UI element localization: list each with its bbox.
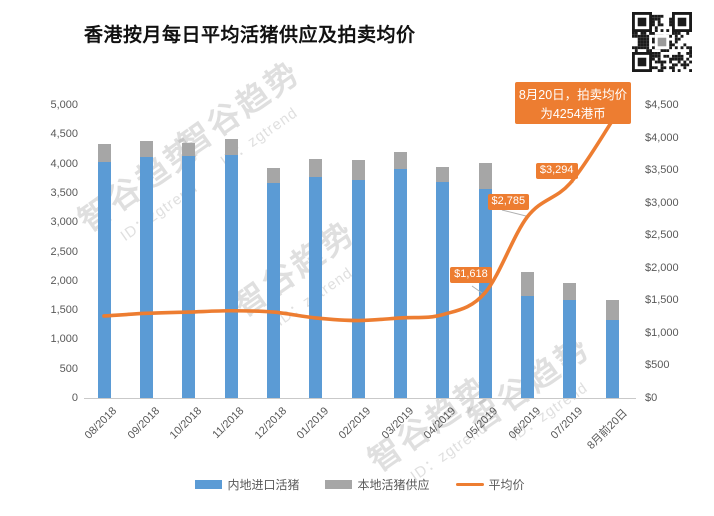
price-callout: 8月20日，拍卖均价 为4254港币 [515, 82, 631, 124]
legend-item: 本地活猪供应 [325, 476, 430, 493]
bar-mainland-segment [393, 168, 407, 398]
watermark-id-text: ID：zgtrend [117, 179, 202, 245]
x-axis-label: 03/2019 [379, 405, 416, 442]
bar-mainland-segment [97, 161, 111, 398]
y-axis-tick-right: $500 [645, 359, 670, 372]
y-axis-tick-left: 3,500 [50, 186, 78, 199]
bar-mainland-segment [351, 180, 365, 398]
label-leader-line [570, 177, 574, 184]
bar-mainland-segment [309, 177, 323, 398]
qr-code-pattern [632, 12, 692, 72]
price-data-label: $2,785 [487, 193, 530, 210]
legend-bar-swatch-icon [195, 480, 223, 489]
label-leader-line [501, 209, 527, 217]
x-axis-label: 05/2019 [464, 405, 501, 442]
legend-item: 内地进口活猪 [195, 476, 299, 493]
x-axis-label: 07/2019 [548, 405, 586, 442]
y-axis-tick-left: 1,000 [50, 333, 78, 346]
y-axis-tick-left: 3,000 [50, 216, 78, 229]
legend-line-swatch-icon [455, 483, 484, 486]
bar-local-segment [605, 299, 619, 321]
bar-local-segment [224, 138, 238, 156]
x-axis-label: 02/2019 [336, 405, 374, 442]
y-axis-tick-left: 1,500 [50, 304, 78, 317]
bar-local-segment [309, 158, 323, 178]
legend-item: 平均价 [455, 476, 525, 493]
bar-local-segment [266, 167, 280, 183]
bar-mainland-segment [521, 296, 534, 398]
y-axis-tick-left: 4,500 [50, 128, 78, 141]
y-axis-tick-right: $1,500 [645, 294, 679, 307]
bar-mainland-segment [266, 182, 280, 398]
y-axis-tick-right: $0 [645, 392, 658, 404]
price-data-label: $1,618 [450, 266, 492, 283]
bar-mainland-segment [605, 320, 619, 398]
bar-mainland-segment [563, 299, 577, 398]
bar-mainland-segment [478, 188, 492, 398]
x-axis-label: 10/2018 [167, 405, 205, 442]
bar-local-segment [563, 283, 577, 300]
y-axis-tick-left: 5,000 [50, 99, 78, 111]
bar-local-segment [436, 166, 450, 182]
callout-line2: 为4254港币 [540, 107, 606, 121]
bar-mainland-segment [182, 155, 196, 398]
x-axis-label: 09/2018 [125, 405, 162, 442]
bar-local-segment [139, 141, 153, 158]
callout-line1: 8月20日，拍卖均价 [518, 88, 628, 102]
bar-local-segment [182, 143, 196, 156]
watermark-id-text: ID：zgtrend [217, 104, 302, 170]
y-axis-tick-left: 2,000 [50, 274, 78, 287]
y-axis-tick-right: $2,000 [645, 261, 679, 274]
x-axis-label: 12/2018 [252, 405, 289, 442]
y-axis-tick-right: $2,500 [645, 229, 679, 242]
y-axis-tick-left: 2,500 [50, 245, 78, 258]
y-axis-tick-left: 0 [71, 392, 78, 404]
y-axis-tick-right: $3,500 [645, 164, 679, 177]
y-axis-tick-right: $4,000 [645, 131, 679, 144]
y-axis-tick-right: $1,000 [645, 326, 679, 339]
qr-code-icon [632, 12, 692, 72]
bar-local-segment [521, 272, 534, 297]
x-axis-label: 08/2018 [82, 405, 120, 442]
x-axis-line [84, 398, 636, 399]
legend-label: 本地活猪供应 [357, 478, 430, 492]
x-axis-label: 04/2019 [421, 405, 459, 442]
legend-label: 平均价 [488, 478, 525, 492]
price-data-label: $3,294 [535, 162, 578, 179]
y-axis-tick-left: 4,000 [50, 157, 78, 170]
y-axis-tick-right: $3,000 [645, 196, 679, 209]
watermark-text: 智谷趋势 [226, 213, 363, 324]
bar-local-segment [393, 151, 407, 169]
bar-local-segment [97, 144, 111, 162]
legend-bar-swatch-icon [325, 480, 353, 489]
x-axis-label: 01/2019 [294, 405, 332, 442]
y-axis-tick-right: $4,500 [645, 99, 679, 111]
x-axis-label: 06/2019 [506, 405, 543, 442]
bar-local-segment [351, 160, 365, 180]
legend: 内地进口活猪 本地活猪供应 平均价 [84, 476, 636, 493]
bar-mainland-segment [139, 157, 153, 398]
x-axis-label: 8月前20日 [585, 407, 630, 452]
x-axis-label: 11/2018 [210, 405, 247, 442]
legend-label: 内地进口活猪 [227, 478, 300, 492]
chart-title: 香港按月每日平均活猪供应及拍卖均价 [84, 25, 416, 46]
bar-mainland-segment [224, 155, 238, 398]
bar-local-segment [478, 163, 492, 189]
bar-mainland-segment [436, 181, 450, 398]
y-axis-tick-left: 500 [59, 362, 78, 375]
